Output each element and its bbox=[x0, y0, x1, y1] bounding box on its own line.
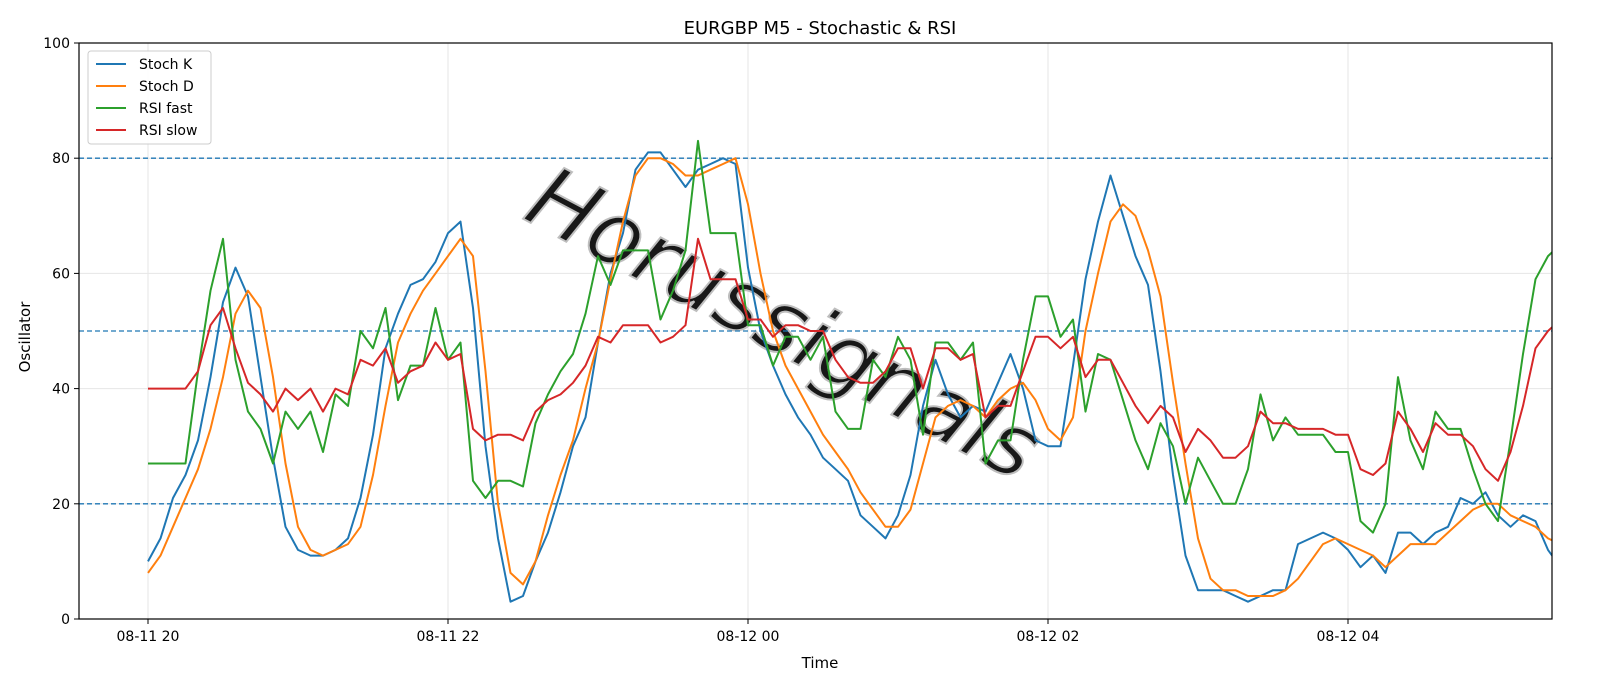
series-line-stoch-d bbox=[147, 157, 1552, 597]
watermark-text: Horussignals bbox=[511, 145, 1057, 501]
x-axis-label: Time bbox=[801, 654, 839, 672]
plot-frame bbox=[78, 42, 1553, 620]
y-tick-label: 0 bbox=[61, 612, 70, 628]
y-axis-label: Oscillator bbox=[16, 301, 34, 373]
chart-title: EURGBP M5 - Stochastic & RSI bbox=[684, 18, 957, 39]
series-line-rsi-fast bbox=[148, 139, 1552, 534]
x-tick-label: 08-11 20 bbox=[117, 629, 180, 645]
legend-box bbox=[87, 50, 212, 145]
legend-label: Stoch K bbox=[139, 57, 193, 73]
y-tick-label: 20 bbox=[52, 497, 70, 513]
y-tick-label: 100 bbox=[43, 36, 70, 52]
x-tick-label: 08-12 02 bbox=[1017, 629, 1080, 645]
y-tick-label: 80 bbox=[52, 151, 70, 167]
x-tick-label: 08-12 04 bbox=[1317, 629, 1380, 645]
series-group bbox=[147, 139, 1552, 603]
y-tick-label: 60 bbox=[52, 266, 70, 282]
series-line-rsi-slow bbox=[148, 237, 1552, 482]
legend-label: Stoch D bbox=[139, 79, 194, 95]
x-tick-label: 08-11 22 bbox=[417, 629, 480, 645]
legend-label: RSI slow bbox=[139, 123, 197, 139]
legend: Stoch K Stoch D RSI fast RSI slow bbox=[87, 50, 212, 145]
legend-label: RSI fast bbox=[139, 101, 193, 117]
y-tick-label: 40 bbox=[52, 382, 70, 398]
x-tick-label: 08-12 00 bbox=[717, 629, 780, 645]
